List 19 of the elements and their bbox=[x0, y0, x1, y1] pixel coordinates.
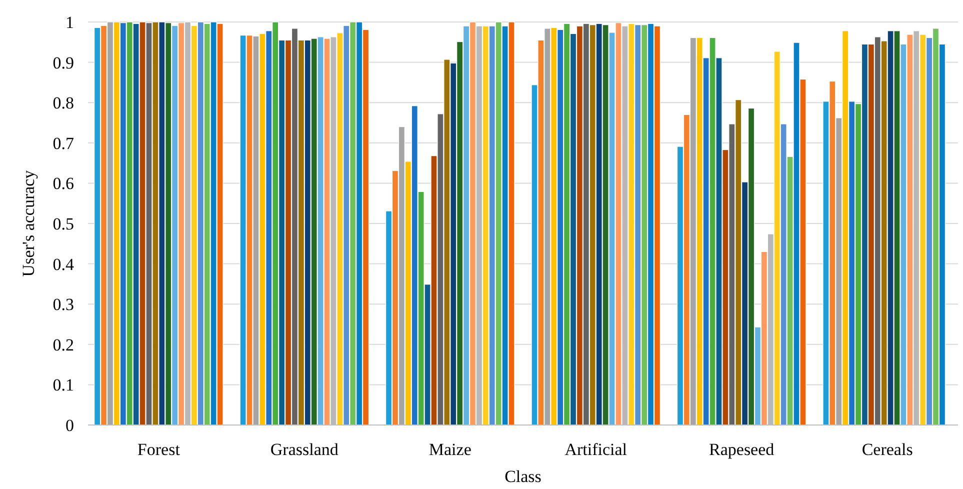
y-tick-label: 0.8 bbox=[52, 94, 74, 113]
x-tick-label: Cereals bbox=[862, 440, 913, 459]
y-tick-label: 0.3 bbox=[52, 295, 74, 314]
x-tick-label: Grassland bbox=[270, 440, 339, 459]
y-tick-label: 0.7 bbox=[52, 134, 74, 153]
x-axis-title: Class bbox=[504, 467, 542, 486]
y-axis-title: User's accuracy bbox=[19, 170, 38, 277]
x-tick-label: Rapeseed bbox=[709, 440, 775, 459]
y-tick-label: 0 bbox=[66, 416, 74, 435]
y-tick-label: 1 bbox=[66, 12, 74, 32]
y-tick-label: 0.9 bbox=[52, 53, 74, 72]
y-tick-label: 0.4 bbox=[52, 254, 74, 274]
x-tick-label: Artificial bbox=[564, 440, 628, 459]
x-tick-label: Maize bbox=[428, 440, 472, 459]
y-tick-label: 0.1 bbox=[52, 376, 74, 395]
x-tick-label: Forest bbox=[137, 440, 180, 459]
y-tick-label: 0.2 bbox=[52, 335, 74, 354]
y-tick-label: 0.5 bbox=[52, 214, 74, 234]
y-tick-label: 0.6 bbox=[52, 174, 74, 194]
